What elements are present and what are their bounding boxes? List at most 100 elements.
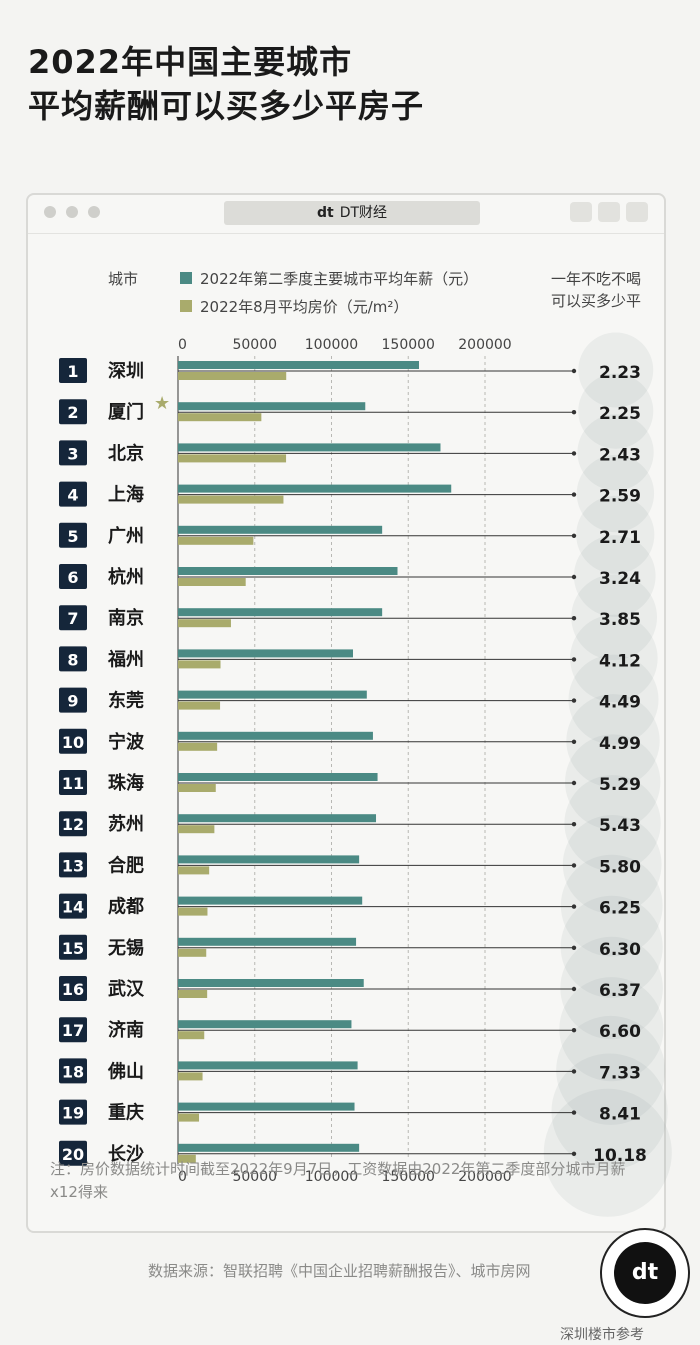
bar-salary <box>178 567 398 575</box>
legend-right-line2: 可以买多少平 <box>551 292 641 310</box>
ratio-bubble <box>578 332 654 408</box>
rank-number: 17 <box>62 1021 84 1040</box>
ratio-bubble <box>560 895 663 998</box>
maximize-dot-icon[interactable] <box>88 206 100 218</box>
rank-number: 15 <box>62 939 84 958</box>
dt-badge-icon: dt <box>614 1242 676 1304</box>
connector-dot <box>571 410 577 415</box>
ratio-value: 5.43 <box>599 816 641 836</box>
rank-box <box>59 893 87 919</box>
rank-box <box>59 358 87 383</box>
close-dot-icon[interactable] <box>44 206 56 218</box>
bar-price <box>178 784 216 792</box>
rank-box <box>59 646 87 672</box>
ratio-value: 4.49 <box>599 693 641 713</box>
window-button-icon[interactable] <box>626 202 648 222</box>
rank-number: 11 <box>62 774 84 793</box>
rank-box <box>59 605 87 631</box>
city-label: 重庆 <box>108 1102 144 1124</box>
minimize-dot-icon[interactable] <box>66 206 78 218</box>
legend-label-salary: 2022年第二季度主要城市平均年薪（元） <box>200 270 478 288</box>
city-label: 宁波 <box>108 731 145 753</box>
ratio-bubble <box>564 775 661 872</box>
bar-price <box>178 825 215 834</box>
rank-box <box>59 811 87 837</box>
title-line-1: 2022年中国主要城市 <box>28 43 353 81</box>
city-label: 武汉 <box>108 979 145 1000</box>
ratio-value: 6.25 <box>599 899 641 919</box>
bar-salary <box>178 525 383 534</box>
connector-dot <box>571 698 577 703</box>
rank-number: 10 <box>62 733 84 752</box>
bar-price <box>178 1154 196 1163</box>
connector-dot <box>571 739 577 744</box>
rank-box <box>59 852 87 878</box>
ratio-value: 7.33 <box>599 1063 641 1083</box>
rank-box <box>59 1017 87 1043</box>
window-button-icon[interactable] <box>570 202 592 222</box>
bar-price <box>178 990 208 998</box>
legend-label-price: 2022年8月平均房价（元/m²） <box>200 298 408 316</box>
ratio-value: 2.25 <box>599 404 641 424</box>
bar-price <box>178 372 287 380</box>
ratio-value: 2.43 <box>599 445 641 465</box>
connector-dot <box>571 1151 577 1157</box>
city-label: 珠海 <box>108 772 144 794</box>
city-label: 南京 <box>108 607 144 629</box>
city-label: 济南 <box>108 1019 144 1041</box>
rank-number: 4 <box>67 486 78 505</box>
rank-number: 9 <box>67 692 78 711</box>
ratio-bubble <box>560 936 663 1040</box>
rank-number: 6 <box>67 568 78 587</box>
connector-dot <box>571 492 577 497</box>
ratio-bubble <box>577 414 654 491</box>
ratio-value: 2.71 <box>599 528 641 548</box>
ratio-bubble <box>568 654 659 745</box>
star-icon: ★ <box>154 393 170 414</box>
city-label: 佛山 <box>107 1060 144 1082</box>
connector-dot <box>571 574 577 580</box>
ratio-bubble <box>578 373 654 449</box>
rank-number: 20 <box>62 1145 84 1164</box>
window-titlebar: dt DT财经 <box>28 195 664 234</box>
ratio-value: 10.18 <box>593 1146 647 1166</box>
bar-salary <box>178 896 363 905</box>
rank-box <box>59 728 87 754</box>
bar-salary <box>178 649 353 658</box>
city-label: 杭州 <box>108 566 144 588</box>
x-tick-label-top: 150000 <box>382 337 435 353</box>
bar-salary <box>178 1020 352 1029</box>
bar-salary <box>178 979 364 987</box>
window-logo: dt DT财经 <box>224 201 480 225</box>
bar-price <box>178 660 221 669</box>
ratio-bubble <box>565 734 661 830</box>
bar-price <box>178 948 207 957</box>
ratio-value: 2.59 <box>599 487 641 507</box>
rank-number: 2 <box>67 403 78 422</box>
city-label: 上海 <box>108 484 144 506</box>
city-label: 福州 <box>107 648 144 670</box>
bar-salary <box>178 1143 360 1152</box>
ratio-bubble <box>556 1015 666 1125</box>
connector-dot <box>571 986 577 992</box>
ratio-value: 3.24 <box>599 569 641 589</box>
city-label: 长沙 <box>108 1144 144 1165</box>
city-label: 北京 <box>108 442 144 464</box>
city-label: 成都 <box>108 896 144 918</box>
bar-price <box>178 1072 203 1081</box>
ratio-value: 6.37 <box>599 981 641 1001</box>
connector-dot <box>571 616 577 621</box>
rank-number: 13 <box>62 856 84 875</box>
bar-salary <box>178 690 367 699</box>
footnote: 注：房价数据统计时间截至2022年9月7日，工资数据由2022年第二季度部分城市… <box>50 1160 626 1201</box>
city-label: 合肥 <box>108 854 144 876</box>
rank-box <box>59 481 87 507</box>
ratio-value: 8.41 <box>599 1105 641 1125</box>
ratio-value: 6.60 <box>599 1022 641 1042</box>
connector-dot <box>571 1028 577 1033</box>
rank-box <box>59 399 87 425</box>
connector-dot <box>571 657 577 662</box>
page-title: 2022年中国主要城市 平均薪酬可以买多少平房子 <box>28 40 424 128</box>
bar-price <box>178 742 218 751</box>
window-button-icon[interactable] <box>598 202 620 222</box>
